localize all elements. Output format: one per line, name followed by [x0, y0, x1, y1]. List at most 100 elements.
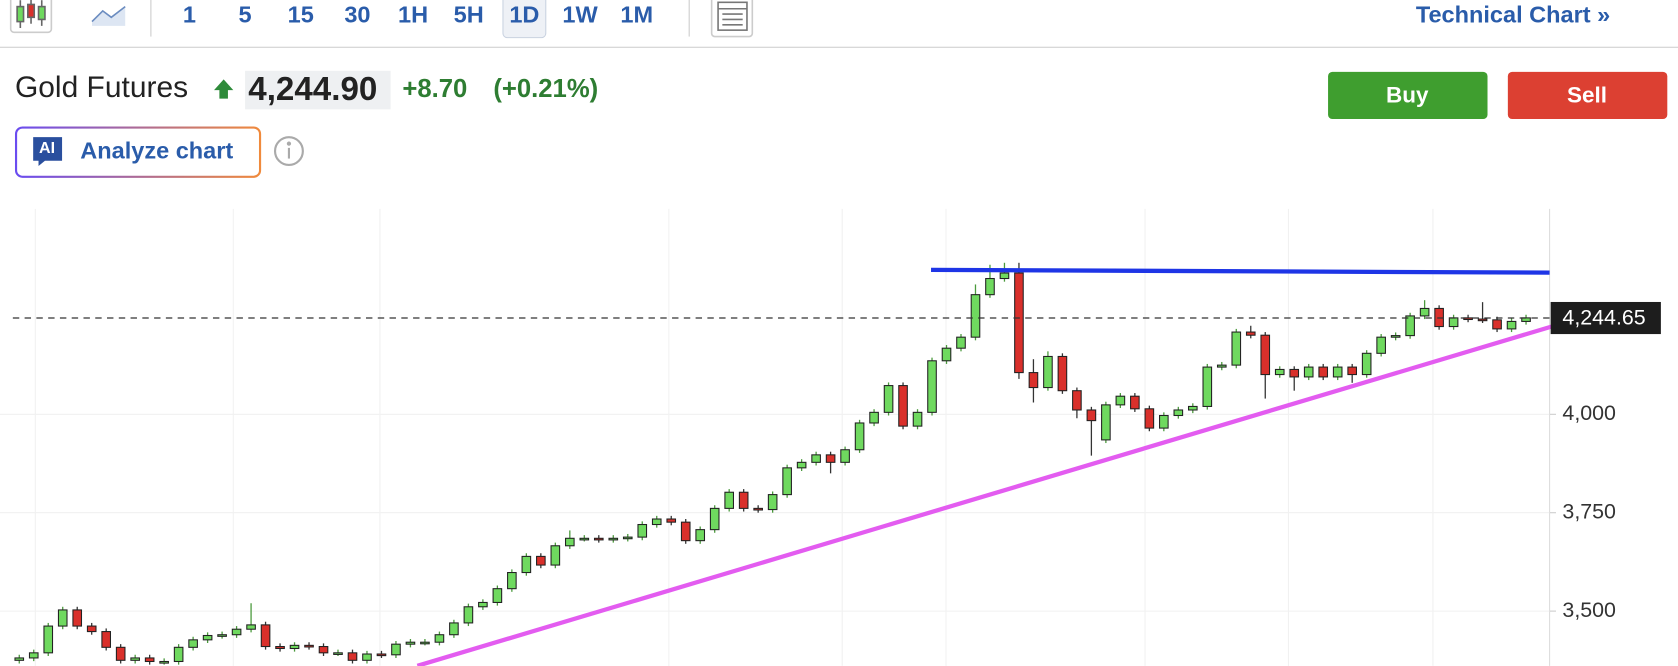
interval-option[interactable]: 1D: [509, 1, 539, 27]
candle-body: [1260, 334, 1271, 376]
candle-body: [1130, 395, 1140, 410]
y-tick-label: 4,000: [1562, 401, 1616, 425]
toolbar: 1 5 15 30 1H 5H 1D 1W 1M Technical Chart »: [0, 0, 1678, 48]
candle-body: [941, 347, 952, 362]
candle-body: [825, 454, 836, 463]
candle-body: [1101, 404, 1111, 441]
candle-body: [72, 609, 83, 627]
candle-body: [695, 529, 706, 542]
candle-body: [260, 624, 271, 648]
candle-body: [1245, 331, 1256, 336]
candle-body: [492, 588, 503, 603]
candle-body: [927, 360, 937, 413]
candle-body: [550, 545, 561, 566]
sell-label[interactable]: Sell: [1567, 82, 1607, 107]
candle-body: [159, 660, 169, 664]
candle-body: [970, 294, 981, 338]
candle-body: [1173, 409, 1184, 417]
candle-body: [811, 454, 821, 463]
layout-icon[interactable]: [710, 0, 754, 38]
candle-body: [869, 411, 879, 424]
candle-body: [1303, 366, 1314, 378]
candle-body: [680, 521, 691, 542]
candle-body: [1043, 355, 1053, 389]
candle-body: [1419, 307, 1430, 317]
candle-body: [782, 467, 792, 496]
candle-body: [101, 631, 112, 648]
candle-body: [767, 494, 778, 511]
analyze-button[interactable]: AI Analyze chart: [14, 126, 262, 178]
candle-body: [1014, 272, 1024, 374]
candle-body: [1144, 408, 1155, 429]
area-icon[interactable]: [91, 5, 126, 26]
interval-option[interactable]: 15: [288, 1, 314, 27]
interval-option[interactable]: 5: [239, 1, 252, 27]
candle-body: [1187, 405, 1198, 411]
candle-body: [724, 491, 735, 509]
candle-body: [666, 518, 677, 523]
candle-body: [1477, 318, 1488, 322]
interval-option[interactable]: 1M: [620, 1, 653, 27]
candle-body: [289, 644, 300, 650]
candle-body: [1086, 409, 1097, 422]
candle-body: [883, 385, 894, 413]
candle-body: [405, 641, 416, 645]
candle-body: [912, 411, 923, 427]
interval-option[interactable]: 1: [183, 1, 196, 27]
candle-body: [14, 657, 25, 661]
candle-body: [593, 537, 604, 541]
candle-body: [796, 461, 807, 469]
sell-button[interactable]: Sell: [1507, 71, 1668, 119]
candle-body: [738, 491, 749, 509]
candle-body: [420, 641, 430, 645]
info-icon[interactable]: [273, 136, 304, 167]
candles: [14, 262, 1550, 665]
candle-body: [1216, 364, 1227, 368]
change: +8.70: [402, 75, 467, 103]
candle-body: [956, 336, 966, 349]
interval-option[interactable]: 1H: [398, 1, 428, 27]
candle-body: [637, 523, 648, 538]
buy-button[interactable]: Buy: [1328, 71, 1488, 119]
technical-chart-link[interactable]: Technical Chart »: [1416, 1, 1610, 27]
analyze-label[interactable]: Analyze chart: [80, 137, 233, 163]
interval-option[interactable]: 5H: [454, 1, 484, 27]
candle-body: [1231, 331, 1242, 366]
candle-body: [231, 628, 242, 636]
candle-body: [347, 652, 358, 661]
candle-body: [1318, 366, 1329, 378]
candle-body: [840, 449, 850, 463]
candle-body: [275, 645, 285, 650]
candle-body: [1332, 366, 1343, 378]
candle-body: [57, 609, 68, 627]
candle-icon[interactable]: [9, 0, 53, 34]
candle-body: [333, 652, 343, 655]
candle-body: [463, 606, 474, 624]
buy-label[interactable]: Buy: [1386, 82, 1429, 107]
candle-body: [188, 639, 198, 648]
candle-body: [1390, 335, 1401, 338]
selected-interval-box: [502, 0, 547, 39]
candle-body: [536, 555, 546, 566]
candle-body: [608, 537, 619, 541]
candle-body: [1405, 315, 1415, 337]
candle-body: [318, 645, 329, 654]
candle-body: [1289, 368, 1300, 378]
candle-body: [1028, 372, 1039, 389]
interval-option[interactable]: 1W: [562, 1, 598, 27]
candle-body: [478, 601, 488, 608]
candle-body: [1159, 414, 1169, 429]
instrument-name: Gold Futures: [15, 71, 188, 104]
last-price-box: [1550, 301, 1661, 335]
price: 4,244.90: [248, 71, 377, 108]
candle-body: [579, 537, 590, 541]
candle-body: [622, 536, 633, 540]
interval-option[interactable]: 30: [344, 1, 370, 27]
trend-line: [416, 308, 1606, 666]
candle-body: [1361, 352, 1372, 376]
candle-body: [1376, 336, 1386, 354]
buy-button-bg: [1328, 71, 1488, 119]
candle-body: [985, 277, 995, 296]
